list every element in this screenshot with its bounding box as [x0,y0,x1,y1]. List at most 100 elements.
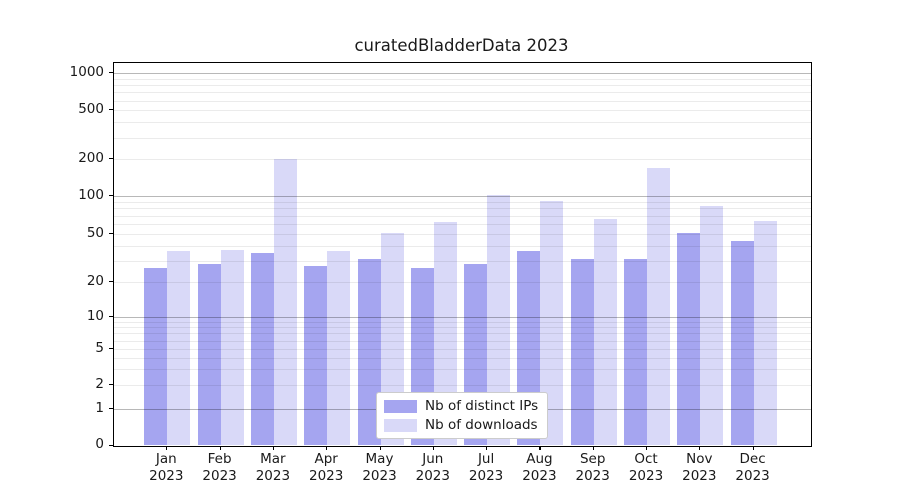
bar-nb-of-distinct-ips-mar [250,252,274,446]
y-tick-label-1000: 1000 [69,63,104,80]
bar-nb-of-downloads-dec [753,221,777,446]
x-tick-label-jun: Jun 2023 [415,451,450,484]
x-tick-label-nov: Nov 2023 [682,451,717,484]
gridline-minor-2 [114,385,811,386]
y-tick-mark-500 [109,109,113,111]
gridline-minor-4 [114,357,811,359]
gridline-major-100 [114,196,811,197]
gridline-major-10 [114,317,811,318]
bar-nb-of-distinct-ips-nov [677,232,701,446]
gridline-minor-70 [114,215,811,217]
gridline-minor-800 [114,85,811,87]
x-tick-label-dec: Dec 2023 [735,451,770,484]
y-tick-mark-1000 [109,72,113,74]
x-tick-mark-oct [646,446,648,450]
gridline-minor-400 [114,122,811,124]
bar-nb-of-distinct-ips-jan [144,268,168,446]
gridline-minor-200 [114,159,811,161]
x-tick-label-mar: Mar 2023 [255,451,291,484]
x-tick-mark-sep [592,446,594,450]
y-tick-mark-1 [109,408,113,410]
legend-label-nb-of-distinct-ips: Nb of distinct IPs [425,398,539,414]
x-tick-label-may: May 2023 [362,451,397,484]
gridline-minor-60 [114,224,811,225]
y-tick-mark-20 [109,281,113,283]
plot-area: Nb of distinct IPs Nb of downloads [113,62,812,447]
gridline-minor-6 [114,340,811,342]
gridline-minor-90 [114,201,811,203]
y-tick-label-20: 20 [86,272,104,289]
y-tick-mark-10 [109,316,113,318]
gridline-minor-80 [114,208,811,210]
gridline-minor-300 [114,137,811,139]
x-tick-mark-dec [752,446,754,450]
legend-row-nb-of-distinct-ips: Nb of distinct IPs [384,398,538,414]
bar-nb-of-distinct-ips-may [357,259,381,446]
x-tick-label-aug: Aug 2023 [522,451,557,484]
bar-nb-of-downloads-jun [433,222,457,446]
gridline-minor-500 [114,110,811,112]
x-tick-mark-jan [166,446,168,450]
gridline-minor-900 [114,78,811,80]
gridline-minor-8 [114,327,811,329]
bar-nb-of-downloads-apr [327,251,351,446]
y-tick-label-2: 2 [95,375,104,392]
x-tick-label-oct: Oct 2023 [628,451,664,484]
bar-nb-of-distinct-ips-sep [570,259,594,446]
chart-title: curatedBladderData 2023 [354,36,569,55]
gridline-minor-700 [114,92,811,94]
x-tick-label-feb: Feb 2023 [202,451,237,484]
gridline-minor-20 [114,282,811,283]
y-tick-mark-5 [109,348,113,350]
legend: Nb of distinct IPs Nb of downloads [376,392,549,439]
y-tick-mark-100 [109,195,113,197]
x-tick-mark-jun [432,446,434,450]
gridline-minor-5 [114,349,811,350]
y-tick-label-100: 100 [78,186,104,203]
gridline-minor-9 [114,321,811,323]
x-tick-label-jan: Jan 2023 [149,451,184,484]
gridline-major-1000 [114,73,811,75]
y-tick-label-5: 5 [95,339,104,356]
legend-swatch-nb-of-distinct-ips [384,399,417,413]
y-tick-label-200: 200 [78,149,104,166]
bar-nb-of-downloads-oct [647,167,670,446]
gridline-minor-40 [114,245,811,247]
bar-nb-of-downloads-sep [593,218,617,446]
x-tick-mark-feb [219,446,221,450]
x-tick-mark-mar [272,446,275,450]
bar-nb-of-distinct-ips-feb [197,264,221,446]
bar-nb-of-downloads-aug [540,200,564,446]
y-tick-mark-200 [109,158,113,160]
grid-layer [114,63,811,446]
y-tick-label-10: 10 [86,307,104,324]
bar-nb-of-distinct-ips-oct [624,259,647,446]
x-tick-mark-apr [326,446,328,450]
legend-row-nb-of-downloads: Nb of downloads [384,417,538,433]
x-tick-label-apr: Apr 2023 [309,451,344,484]
y-tick-mark-50 [109,233,113,235]
bar-nb-of-downloads-jul [487,194,511,446]
x-tick-label-jul: Jul 2023 [468,451,504,484]
y-tick-label-1: 1 [95,399,104,416]
x-tick-mark-jul [486,446,488,450]
bar-nb-of-distinct-ips-apr [304,266,328,446]
x-tick-mark-nov [699,446,701,450]
bar-nb-of-distinct-ips-dec [730,240,754,446]
y-tick-label-0: 0 [95,436,104,452]
gridline-minor-30 [114,260,811,262]
x-tick-label-sep: Sep 2023 [575,451,610,484]
y-tick-mark-2 [109,384,113,386]
gridline-minor-50 [114,234,811,235]
x-tick-mark-may [379,446,381,450]
gridline-minor-3 [114,369,811,371]
gridline-minor-600 [114,100,811,102]
legend-swatch-nb-of-downloads [384,418,417,432]
y-tick-mark-0 [109,444,113,446]
y-tick-label-50: 50 [86,224,104,241]
x-tick-mark-aug [539,446,541,450]
bar-nb-of-downloads-mar [273,159,297,446]
bar-nb-of-downloads-feb [220,249,244,446]
bar-nb-of-downloads-jan [167,251,191,446]
